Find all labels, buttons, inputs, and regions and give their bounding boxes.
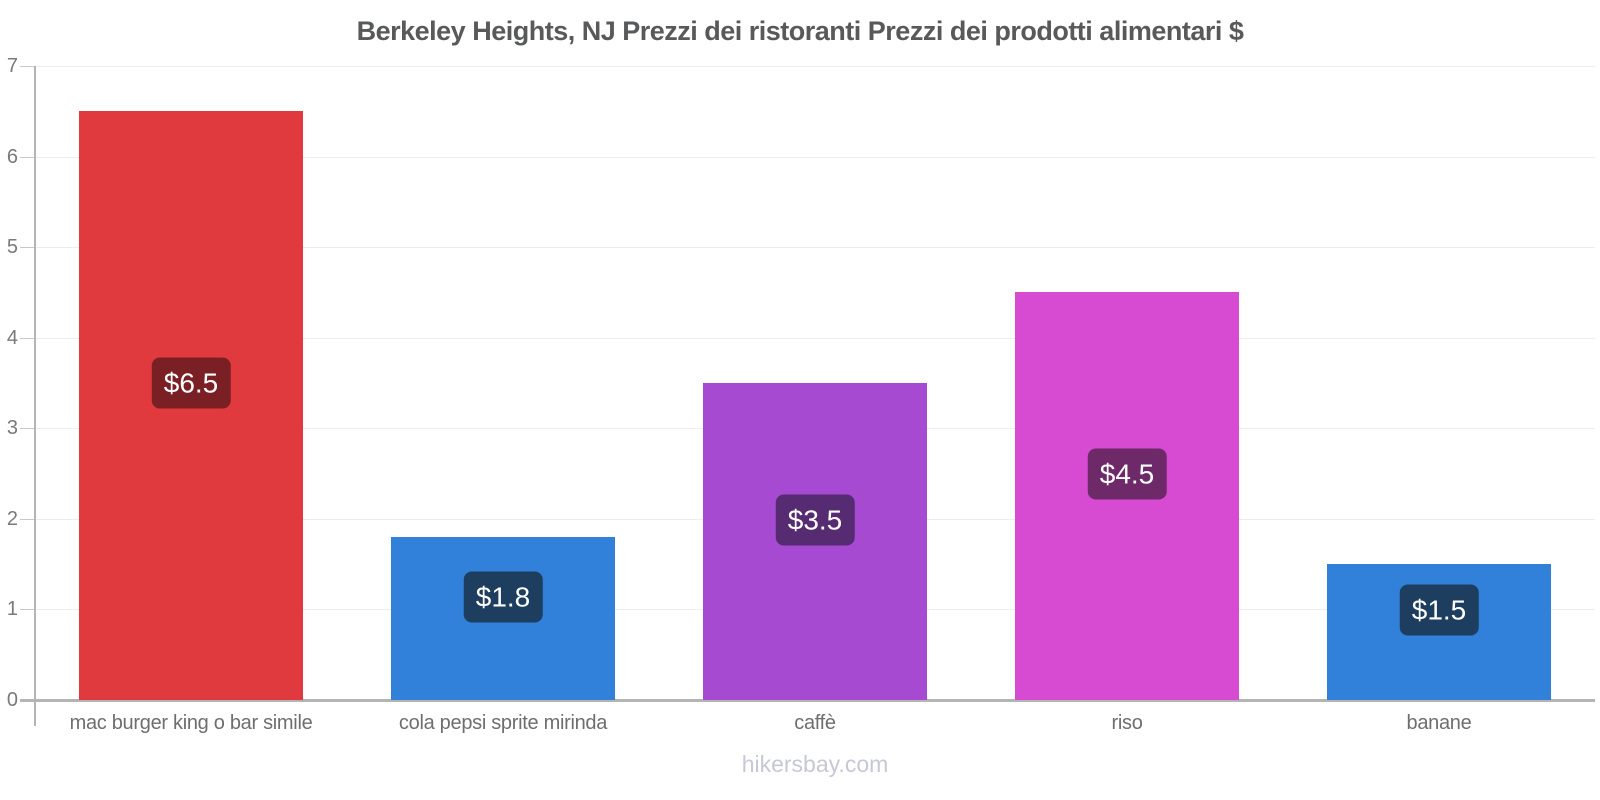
value-badge-cola-pepsi-sprite-mirinda: $1.8 xyxy=(463,571,543,622)
bar-cola-pepsi-sprite-mirinda[interactable]: $1.8 xyxy=(391,537,615,700)
y-axis-label-7: 7 xyxy=(6,55,18,77)
x-axis-line xyxy=(20,699,1595,702)
value-badge-riso: $4.5 xyxy=(1087,448,1167,500)
chart-title: Berkeley Heights, NJ Prezzi dei ristoran… xyxy=(356,16,1244,46)
x-axis-label-riso: riso xyxy=(1111,712,1143,734)
y-axis-tick-2 xyxy=(20,519,34,520)
bar-riso[interactable]: $4.5 xyxy=(1015,292,1239,700)
y-axis-label-4: 4 xyxy=(6,327,18,349)
y-axis-label-0: 0 xyxy=(6,689,18,711)
bar-banane[interactable]: $1.5 xyxy=(1327,564,1551,700)
y-axis-tick-7 xyxy=(20,66,34,67)
bar-mac-burger-king-o-bar-simile[interactable]: $6.5 xyxy=(79,111,303,700)
bar-caffe[interactable]: $3.5 xyxy=(703,383,927,700)
y-axis-tick-1 xyxy=(20,609,34,610)
y-axis-label-1: 1 xyxy=(6,598,18,620)
y-gridline-7 xyxy=(35,66,1595,67)
y-axis-label-3: 3 xyxy=(6,417,18,439)
y-gridline-6 xyxy=(35,157,1595,158)
y-axis-tick-4 xyxy=(20,338,34,339)
hikersbay-watermark: hikersbay.com xyxy=(741,751,889,777)
y-axis-label-5: 5 xyxy=(6,236,18,258)
x-axis-label-banane: banane xyxy=(1406,712,1472,734)
y-axis-tick-6 xyxy=(20,157,34,158)
x-axis-label-caffe: caffè xyxy=(794,712,836,734)
x-axis-label-mac-burger-king-o-bar-simile: mac burger king o bar simile xyxy=(69,712,313,734)
y-axis-line xyxy=(34,66,36,726)
y-axis-tick-3 xyxy=(20,428,34,429)
value-badge-banane: $1.5 xyxy=(1399,584,1479,636)
y-axis-label-6: 6 xyxy=(6,146,18,168)
value-badge-mac-burger-king-o-bar-simile: $6.5 xyxy=(151,357,231,409)
y-axis-tick-5 xyxy=(20,247,34,248)
y-gridline-5 xyxy=(35,247,1595,248)
value-badge-caffe: $3.5 xyxy=(775,494,855,545)
y-axis-label-2: 2 xyxy=(6,508,18,530)
x-axis-label-cola-pepsi-sprite-mirinda: cola pepsi sprite mirinda xyxy=(398,712,608,734)
y-gridline-4 xyxy=(35,338,1595,339)
